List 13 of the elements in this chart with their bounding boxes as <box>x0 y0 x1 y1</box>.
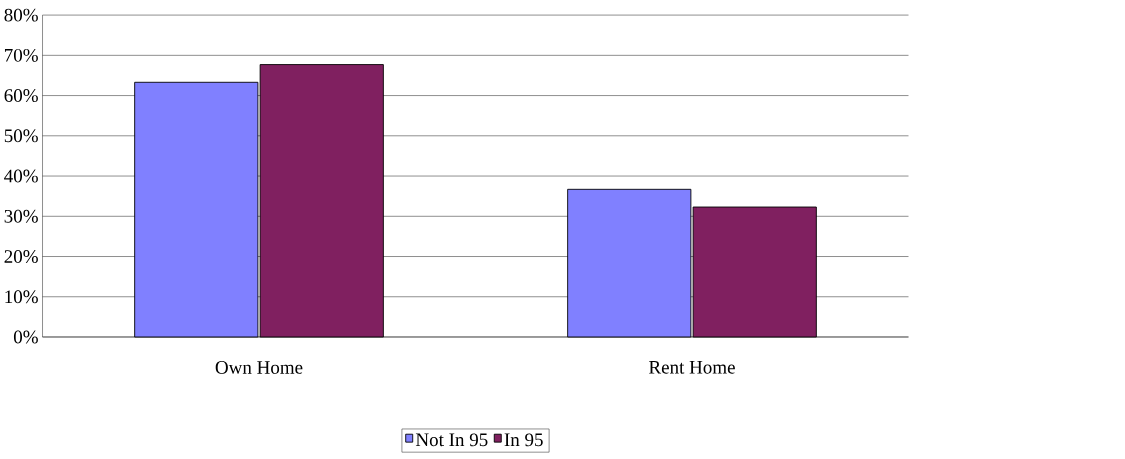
y-tick-label: 0% <box>13 330 38 344</box>
y-tick-label: 50% <box>4 129 38 143</box>
y-tick-label: 20% <box>4 249 38 263</box>
y-tick-label: 40% <box>4 169 38 183</box>
legend-label: In 95 <box>504 433 543 447</box>
y-tick-label: 60% <box>4 88 38 102</box>
y-tick-label: 80% <box>4 8 38 22</box>
y-tick-label: 30% <box>4 209 38 223</box>
y-tick-label: 10% <box>5 290 38 304</box>
x-tick-label: Own Home <box>215 360 303 374</box>
legend-label: Not In 95 <box>415 433 488 447</box>
y-tick-label: 70% <box>4 48 38 62</box>
x-tick-label: Rent Home <box>649 360 735 374</box>
